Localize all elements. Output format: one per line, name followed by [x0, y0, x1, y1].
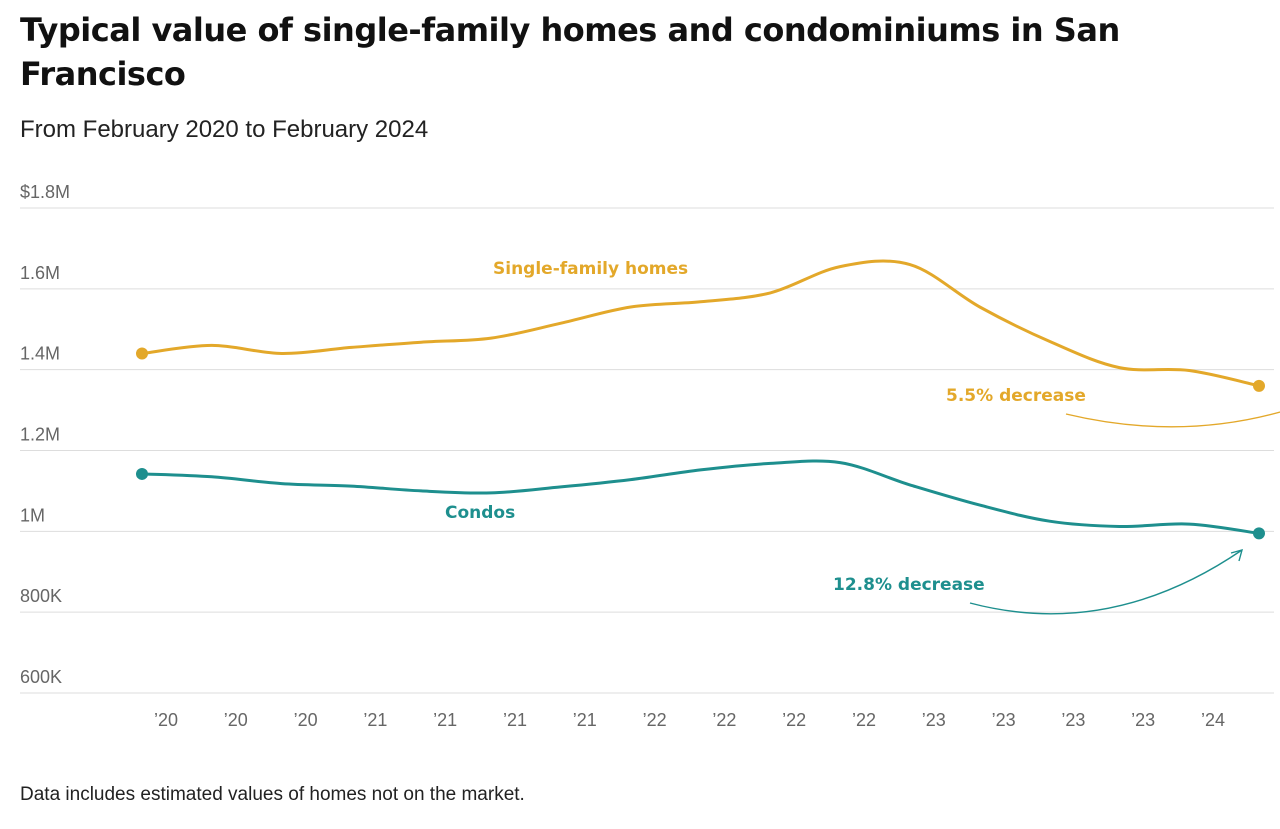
x-tick-label: ’22	[782, 710, 806, 730]
x-tick-label: ’21	[363, 710, 387, 730]
y-tick-label: 800K	[20, 586, 62, 606]
x-tick-label: ’22	[712, 710, 736, 730]
x-tick-label: ’21	[573, 710, 597, 730]
line-chart: $1.8M 1.6M 1.4M 1.2M 1M 800K 600K ’20 ’20 ’20 ’21…	[20, 182, 1280, 730]
y-tick-label: 1M	[20, 505, 45, 525]
x-tick-label: ’20	[294, 710, 318, 730]
y-tick-label: 1.6M	[20, 263, 60, 283]
y-tick-label: 1.4M	[20, 344, 60, 364]
x-tick-label: ’23	[922, 710, 946, 730]
sfh-series-label: Single-family homes	[493, 259, 688, 279]
condo-arrow-head	[1230, 549, 1243, 562]
single-family-homes-start-point	[136, 347, 148, 360]
annotations	[969, 411, 1280, 615]
y-axis-labels: $1.8M 1.6M 1.4M 1.2M 1M 800K 600K	[20, 182, 70, 687]
condos-start-point	[136, 467, 148, 480]
x-tick-label: ’22	[852, 710, 876, 730]
x-axis-labels: ’20 ’20 ’20 ’21 ’21 ’21 ’21 ’22 ’22 ’22 ’22 ’23 ’23 ’…	[154, 710, 1225, 730]
chart-footnote: Data includes estimated values of homes …	[20, 784, 525, 805]
x-tick-label: ’23	[1131, 710, 1155, 730]
x-tick-label: ’21	[503, 710, 527, 730]
x-tick-label: ’24	[1201, 710, 1225, 730]
series-labels: Single-family homes Condos 5.5% decrease…	[445, 259, 1086, 595]
condo-decrease-label: 12.8% decrease	[833, 575, 985, 595]
y-tick-label: $1.8M	[20, 182, 70, 202]
x-tick-label: ’23	[1061, 710, 1085, 730]
sfh-decrease-label: 5.5% decrease	[946, 386, 1086, 406]
gridlines	[20, 207, 1274, 694]
chart-title: Typical value of single-family homes and…	[20, 11, 1120, 93]
condos-line	[140, 459, 1261, 535]
x-tick-label: ’22	[643, 710, 667, 730]
condo-decrease-arrow	[969, 549, 1243, 615]
chart-subtitle: From February 2020 to February 2024	[20, 116, 429, 143]
y-tick-label: 600K	[20, 667, 62, 687]
series-lines	[140, 259, 1261, 535]
single-family-homes-line	[140, 259, 1261, 388]
series-endpoints	[136, 347, 1265, 540]
x-tick-label: ’23	[992, 710, 1016, 730]
sfh-decrease-arrow	[1065, 411, 1280, 428]
x-tick-label: ’20	[224, 710, 248, 730]
condo-series-label: Condos	[445, 503, 515, 523]
condos-end-point	[1253, 527, 1265, 540]
single-family-homes-end-point	[1253, 379, 1265, 392]
y-tick-label: 1.2M	[20, 425, 60, 445]
x-tick-label: ’21	[433, 710, 457, 730]
x-tick-label: ’20	[154, 710, 178, 730]
